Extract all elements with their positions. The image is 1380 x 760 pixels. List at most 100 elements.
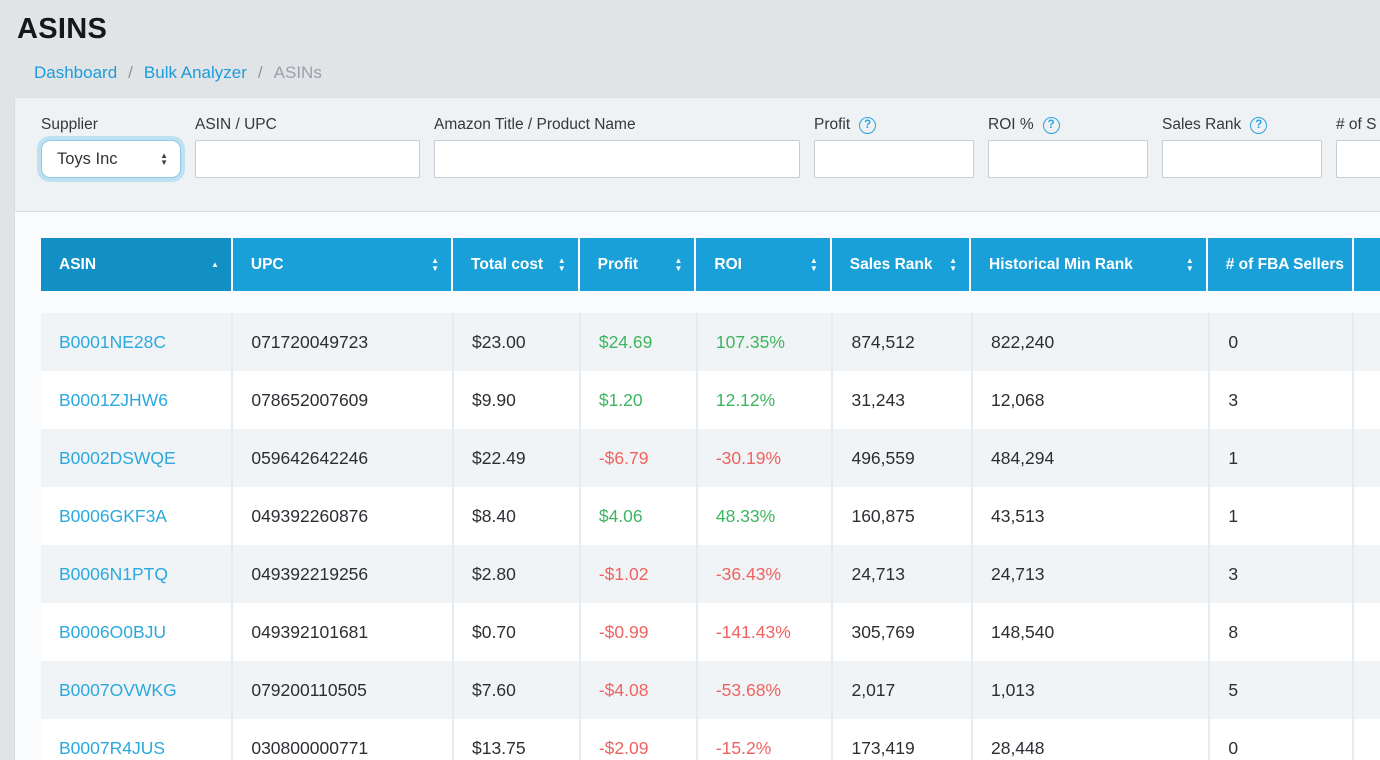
asin-link[interactable]: B0006GKF3A (41, 487, 234, 545)
roi-input[interactable] (988, 140, 1148, 178)
column-header-cutoff (1353, 238, 1380, 291)
breadcrumb-separator: / (257, 63, 263, 82)
cell-total-cost: $7.60 (454, 661, 581, 719)
column-header-roi[interactable]: ROI ▲ ▼ (696, 238, 832, 291)
column-header-historical-min-rank[interactable]: Historical Min Rank ▲ ▼ (971, 238, 1208, 291)
cell-roi: -53.68% (697, 661, 834, 719)
num-sellers-label: # of S (1336, 116, 1377, 133)
cell-historical-min-rank: 484,294 (972, 429, 1211, 487)
table-row: B0007R4JUS 030800000771 $13.75 -$2.09 -15.2%… (41, 719, 1380, 760)
cell-historical-min-rank: 24,713 (972, 545, 1211, 603)
cell-upc: 079200110505 (233, 661, 455, 719)
sort-icon: ▲ ▼ (949, 256, 957, 273)
supplier-selected-value: Toys Inc (57, 149, 118, 168)
sales-rank-input[interactable] (1162, 140, 1322, 178)
asin-link[interactable]: B0006N1PTQ (41, 545, 234, 603)
cell-total-cost: $2.80 (454, 545, 581, 603)
table-body: B0001NE28C 071720049723 $23.00 $24.69 107.35… (41, 313, 1380, 760)
column-header-label: UPC (250, 255, 284, 273)
cell-total-cost: $22.49 (454, 429, 581, 487)
cell-profit: $4.06 (580, 487, 698, 545)
amazon-title-input[interactable] (434, 140, 800, 178)
asin-link[interactable]: B0001ZJHW6 (41, 371, 234, 429)
cell-upc: 049392219256 (233, 545, 455, 603)
sales-rank-help-icon[interactable]: ? (1250, 116, 1268, 134)
cell-profit: $24.69 (580, 313, 698, 371)
sort-icon: ▲ ▼ (431, 256, 440, 273)
roi-label: ROI % ? (988, 114, 1148, 136)
cell-upc: 049392101681 (233, 603, 455, 661)
cell-sales-rank: 173,419 (833, 719, 973, 760)
column-header-asin[interactable]: ASIN ▲ (41, 238, 233, 291)
cell-historical-min-rank: 148,540 (972, 603, 1211, 661)
sort-icon: ▲ ▼ (674, 256, 683, 273)
cell-total-cost: $9.90 (454, 371, 581, 429)
cell-profit: -$2.09 (580, 719, 698, 760)
cell-upc: 078652007609 (233, 371, 455, 429)
page-header: ASINS Dashboard / Bulk Analyzer / ASINs (0, 0, 1380, 83)
profit-label: Profit ? (814, 114, 974, 136)
asin-link[interactable]: B0001NE28C (41, 313, 234, 371)
profit-input[interactable] (814, 140, 974, 178)
asin-link[interactable]: B0007R4JUS (41, 719, 234, 760)
cell-profit: -$0.99 (580, 603, 698, 661)
cell--of-fba-sellers: 0 (1210, 313, 1354, 371)
cell-profit: $1.20 (580, 371, 698, 429)
column-header-total-cost[interactable]: Total cost ▲ ▼ (453, 238, 580, 291)
amazon-title-label: Amazon Title / Product Name (434, 116, 636, 133)
cell-sales-rank: 2,017 (833, 661, 973, 719)
breadcrumb-bulk-analyzer[interactable]: Bulk Analyzer (143, 63, 247, 82)
filter-group-roi: ROI % ? (988, 114, 1148, 178)
supplier-label: Supplier (41, 116, 98, 133)
cell-historical-min-rank: 43,513 (972, 487, 1211, 545)
cell-roi: 48.33% (697, 487, 834, 545)
cell-roi: 107.35% (697, 313, 834, 371)
column-header-label: ASIN (59, 255, 97, 273)
cell--of-fba-sellers: 5 (1210, 661, 1354, 719)
cell--of-fba-sellers: 1 (1210, 429, 1354, 487)
cell-cutoff (1353, 661, 1380, 719)
asin-link[interactable]: B0007OVWKG (41, 661, 234, 719)
cell-historical-min-rank: 822,240 (972, 313, 1211, 371)
column-header-label: # of FBA Sellers (1225, 255, 1345, 273)
cell-cutoff (1353, 719, 1380, 760)
column-header--of-fba-sellers[interactable]: # of FBA Sellers (1207, 238, 1354, 291)
cell-cutoff (1353, 545, 1380, 603)
num-sellers-input[interactable] (1336, 140, 1380, 178)
sort-icon: ▲ ▼ (1185, 256, 1194, 273)
column-header-sales-rank[interactable]: Sales Rank ▲ ▼ (831, 238, 971, 291)
cell-sales-rank: 31,243 (833, 371, 973, 429)
cell-historical-min-rank: 1,013 (972, 661, 1211, 719)
table-row: B0001ZJHW6 078652007609 $9.90 $1.20 12.12% 31… (41, 371, 1380, 429)
sort-icon: ▲ ▼ (557, 256, 566, 273)
asin-upc-input[interactable] (195, 140, 420, 178)
cell-cutoff (1353, 313, 1380, 371)
breadcrumb-dashboard[interactable]: Dashboard (34, 63, 118, 82)
cell-roi: 12.12% (697, 371, 834, 429)
profit-help-icon[interactable]: ? (859, 116, 877, 134)
roi-help-icon[interactable]: ? (1042, 116, 1060, 134)
column-header-label: Total cost (471, 255, 544, 273)
filter-bar: Supplier Toys Inc ▲ ▼ ASIN / UPC Amazon T… (15, 98, 1380, 212)
cell-roi: -141.43% (697, 603, 834, 661)
sort-icon: ▲ ▼ (809, 256, 818, 273)
cell--of-fba-sellers: 3 (1210, 371, 1354, 429)
supplier-select[interactable]: Toys Inc ▲ ▼ (41, 140, 181, 178)
cell-sales-rank: 874,512 (833, 313, 973, 371)
table-row: B0006N1PTQ 049392219256 $2.80 -$1.02 -36.43%… (41, 545, 1380, 603)
asin-link[interactable]: B0002DSWQE (41, 429, 234, 487)
cell-upc: 030800000771 (233, 719, 455, 760)
asin-link[interactable]: B0006O0BJU (41, 603, 234, 661)
breadcrumb-separator: / (128, 63, 133, 82)
cell--of-fba-sellers: 8 (1210, 603, 1354, 661)
column-header-profit[interactable]: Profit ▲ ▼ (579, 238, 697, 291)
filter-group-supplier: Supplier Toys Inc ▲ ▼ (41, 114, 181, 178)
results-table: ASIN ▲ UPC ▲ ▼ Total cost ▲ ▼ Profit ▲ ▼ ROI ▲ ▼ Sales… (15, 212, 1380, 760)
cell-upc: 049392260876 (233, 487, 455, 545)
main-panel: Supplier Toys Inc ▲ ▼ ASIN / UPC Amazon T… (14, 97, 1380, 760)
breadcrumb-asins: ASINs (273, 63, 322, 82)
cell-profit: -$1.02 (580, 545, 698, 603)
cell-sales-rank: 305,769 (833, 603, 973, 661)
column-header-upc[interactable]: UPC ▲ ▼ (232, 238, 454, 291)
cell-roi: -36.43% (697, 545, 834, 603)
